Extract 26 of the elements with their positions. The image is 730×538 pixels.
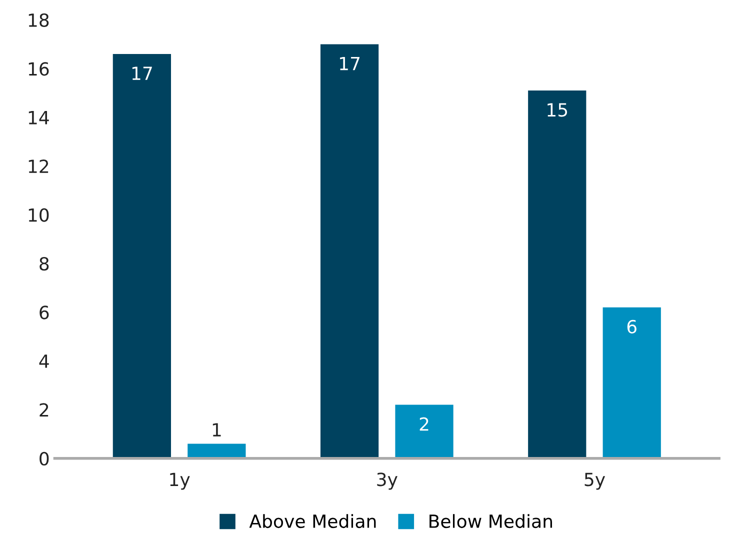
data-label: 17: [340, 57, 360, 70]
data-label: 17: [132, 66, 152, 80]
y-tick-label: 8: [40, 256, 49, 271]
x-tick-label: 3y: [377, 472, 398, 490]
bar: [528, 90, 586, 458]
y-tick-label: 14: [28, 111, 49, 124]
y-tick-label: 2: [40, 403, 48, 417]
x-tick-label: 1y: [170, 472, 190, 490]
y-tick-label: 16: [28, 62, 49, 76]
y-tick-label: 4: [39, 354, 49, 368]
bar: [112, 54, 172, 458]
legend-label: Above Median: [249, 514, 376, 528]
x-tick-label: 5y: [584, 472, 606, 490]
data-label: 6: [627, 320, 636, 334]
y-tick-label: 12: [28, 160, 48, 173]
y-tick-label: 18: [28, 13, 49, 28]
y-tick-label: 6: [40, 306, 49, 320]
data-label: 1: [212, 423, 221, 436]
bar: [395, 404, 454, 458]
bar: [602, 307, 661, 458]
data-label: 15: [548, 103, 568, 117]
y-tick-label: 0: [40, 452, 49, 466]
legend-label: Below Median: [430, 514, 552, 528]
data-label: 2: [420, 417, 428, 431]
y-tick-label: 10: [28, 208, 49, 222]
bar: [320, 44, 379, 458]
